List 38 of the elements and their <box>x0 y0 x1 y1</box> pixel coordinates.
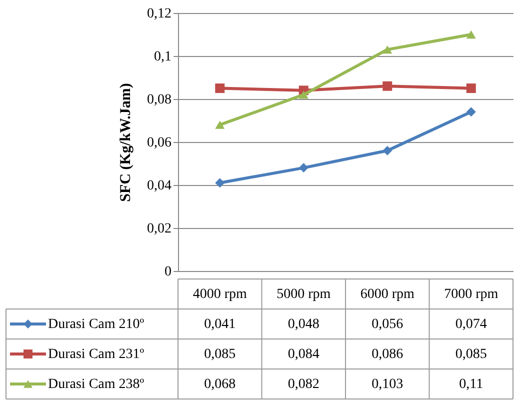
data-label: 0,11 <box>459 377 484 392</box>
x-tick-label: 7000 rpm <box>444 287 498 302</box>
y-tick-label: 0,1 <box>154 50 172 64</box>
point <box>298 90 308 99</box>
data-label: 0,056 <box>372 317 404 332</box>
data-label: 0,068 <box>204 377 236 392</box>
y-axis-title: SFC (Kg/kW.Jam) <box>118 83 134 202</box>
point <box>466 30 476 39</box>
data-label: 0,085 <box>204 347 236 362</box>
data-label: 0,048 <box>288 317 320 332</box>
data-label: 0,074 <box>455 317 487 332</box>
y-tick-label: 0 <box>164 264 172 280</box>
data-label: 0,085 <box>455 347 487 362</box>
x-tick-label: 6000 rpm <box>360 287 415 302</box>
y-tick-label: 0,04 <box>147 178 172 194</box>
point <box>215 84 225 93</box>
data-label: 0,082 <box>288 377 320 392</box>
legend-label: Durasi Cam 238º <box>48 377 145 392</box>
point <box>215 178 225 188</box>
y-tick-label: 0,06 <box>147 136 172 150</box>
point <box>382 45 392 54</box>
legend-label: Durasi Cam 231º <box>48 347 145 362</box>
point <box>298 163 308 173</box>
data-label: 0,084 <box>288 347 320 362</box>
x-tick-label: 5000 rpm <box>276 287 331 302</box>
data-label: 0,041 <box>204 317 236 332</box>
point <box>382 146 392 156</box>
data-label: 0,086 <box>372 347 404 362</box>
point <box>466 107 476 117</box>
point <box>382 81 392 91</box>
point <box>466 84 476 93</box>
y-tick-label: 0,08 <box>147 92 172 108</box>
legend-label: Durasi Cam 210º <box>48 317 145 332</box>
x-tick-label: 4000 rpm <box>192 287 248 302</box>
point <box>215 120 225 129</box>
data-label: 0,103 <box>372 377 404 392</box>
y-tick-label: 0,12 <box>147 6 172 22</box>
y-tick-label: 0,02 <box>147 222 172 236</box>
